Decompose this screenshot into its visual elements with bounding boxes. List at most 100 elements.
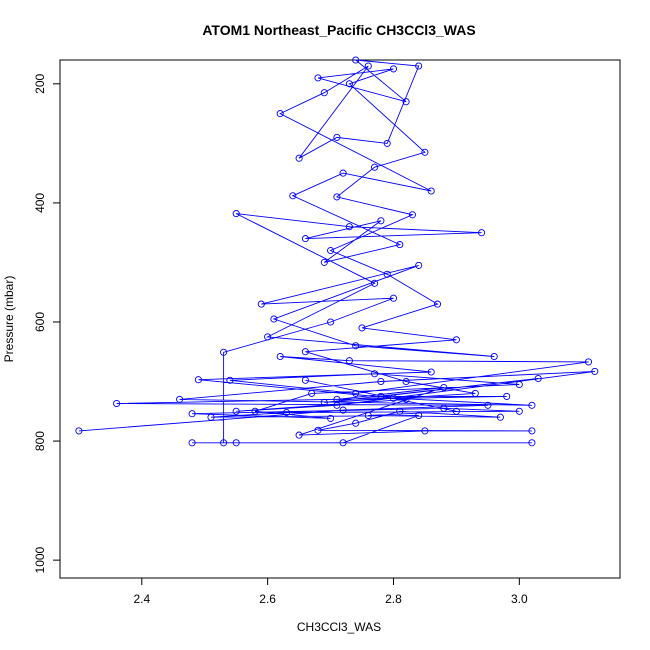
data-point — [333, 193, 341, 201]
data-point — [301, 348, 309, 356]
data-point — [345, 80, 353, 88]
y-tick-label: 600 — [33, 312, 47, 332]
data-point — [584, 358, 593, 366]
data-point — [389, 294, 398, 302]
data-point — [251, 407, 259, 415]
data-point — [408, 211, 416, 219]
data-point — [383, 139, 391, 147]
data-point — [220, 348, 228, 356]
data-point — [402, 395, 410, 403]
data-point — [327, 246, 335, 255]
data-point — [471, 389, 479, 397]
series-line — [78, 59, 595, 444]
data-point — [220, 439, 228, 447]
x-axis: 2.4 2.6 2.8 3.0 — [133, 578, 528, 606]
data-point — [421, 427, 429, 435]
data-point — [345, 223, 353, 231]
data-point — [402, 98, 410, 106]
y-tick-label: 1000 — [33, 546, 47, 573]
data-point — [327, 318, 335, 326]
plot-frame — [59, 59, 621, 579]
data-point — [352, 342, 360, 350]
data-point — [415, 411, 423, 420]
data-point — [528, 439, 536, 447]
y-tick-label: 400 — [33, 193, 47, 213]
data-point — [176, 395, 184, 403]
data-point — [289, 192, 297, 200]
chart-title: ATOM1 Northeast_Pacific CH3CCl3_WAS — [202, 22, 475, 38]
series-layer — [75, 56, 599, 447]
data-point — [534, 374, 542, 383]
data-point — [232, 407, 240, 415]
data-point — [440, 404, 448, 412]
x-tick-label: 3.0 — [511, 592, 528, 606]
data-point — [295, 154, 303, 162]
data-point — [327, 414, 335, 422]
data-point — [484, 401, 492, 409]
data-point — [270, 315, 278, 323]
data-point — [515, 380, 523, 389]
data-point — [282, 408, 291, 417]
data-point — [352, 389, 360, 397]
data-point — [402, 377, 410, 386]
data-point — [276, 110, 284, 118]
x-tick-label: 2.4 — [133, 592, 150, 606]
data-point — [333, 395, 341, 403]
data-point — [591, 367, 599, 375]
data-point — [383, 270, 391, 278]
data-point — [433, 300, 442, 308]
data-point — [396, 407, 404, 415]
data-point — [194, 376, 202, 384]
data-point — [515, 407, 523, 415]
data-point — [314, 426, 322, 434]
data-point — [371, 163, 379, 171]
data-point — [333, 133, 341, 141]
data-point — [364, 62, 372, 70]
data-point — [371, 370, 379, 378]
data-point — [528, 401, 536, 409]
data-point — [478, 229, 486, 237]
data-point — [339, 169, 347, 177]
data-point — [364, 411, 372, 420]
data-point — [377, 392, 385, 400]
data-point — [528, 427, 536, 435]
data-point — [427, 368, 435, 376]
data-point — [276, 352, 284, 361]
data-point — [339, 439, 347, 447]
data-point — [264, 333, 272, 341]
data-point — [301, 376, 309, 384]
x-axis-label: CH3CCl3_WAS — [297, 620, 381, 634]
y-tick-label: 200 — [33, 73, 47, 93]
data-point — [320, 258, 328, 266]
data-point — [188, 439, 196, 447]
data-point — [314, 74, 322, 82]
data-point — [377, 217, 385, 225]
data-point — [75, 427, 83, 435]
data-point — [415, 261, 423, 269]
data-point — [295, 431, 303, 439]
data-point — [358, 324, 366, 332]
y-tick-label: 800 — [33, 431, 47, 451]
data-point — [301, 235, 309, 243]
data-point — [232, 439, 240, 447]
data-point — [352, 419, 360, 427]
data-point — [352, 56, 360, 64]
data-point — [503, 392, 511, 400]
data-point — [113, 399, 121, 408]
data-point — [226, 376, 234, 384]
data-point — [188, 410, 196, 418]
data-point — [377, 377, 385, 386]
data-point — [257, 300, 265, 308]
data-point — [320, 398, 328, 406]
data-point — [207, 413, 215, 421]
data-point — [308, 389, 316, 397]
data-point — [452, 336, 460, 344]
data-point — [452, 407, 460, 415]
data-point — [396, 241, 404, 249]
data-point — [427, 187, 435, 195]
data-point — [232, 210, 240, 218]
data-point — [421, 148, 429, 156]
x-tick-label: 2.8 — [385, 592, 402, 606]
x-tick-label: 2.6 — [259, 592, 276, 606]
